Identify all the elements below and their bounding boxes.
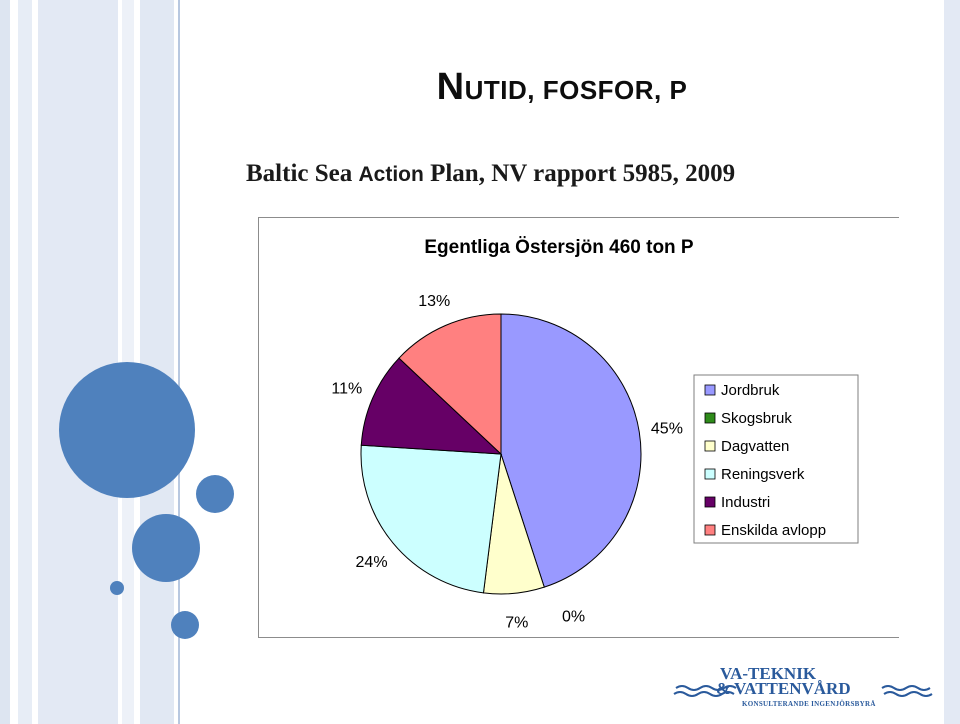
logo-text: & VATTENVÅRD [716, 679, 851, 698]
pie-chart: Egentliga Östersjön 460 ton P 45% 0% 7% 24%… [331, 237, 859, 631]
pie-slice-industri [360, 357, 503, 455]
legend-label: Reningsverk [721, 466, 805, 483]
legend-swatch [704, 384, 716, 396]
subtitle-part: Baltic Sea [246, 160, 359, 187]
logo-text: VA-TEKNIK [720, 664, 817, 683]
chart-legend: Jordbruk Skogsbruk Dagvatten Reningsverk Ind… [693, 374, 859, 544]
pie-value-label: 0% [562, 609, 585, 626]
decor-circle [171, 611, 199, 639]
legend-label: Skogsbruk [721, 410, 792, 427]
slide-title-initial: N [436, 66, 465, 108]
subtitle-part: Action [358, 163, 424, 186]
logo-waves [673, 685, 933, 697]
pie-value-label: 13% [418, 293, 450, 310]
subtitle-part: Plan, NV rapport 5985, 2009 [423, 160, 736, 187]
legend-swatch [704, 496, 716, 508]
decor-stripe [0, 0, 10, 724]
pie-slice-enskilda-avlopp [398, 313, 502, 456]
company-logo: VA-TEKNIK & VATTENVÅRD KONSULTERANDE ING… [672, 664, 938, 714]
legend-label: Dagvatten [721, 438, 789, 455]
legend-label: Industri [721, 494, 770, 511]
decor-stripe [178, 0, 180, 724]
slide-title-rest: UTID, FOSFOR, P [464, 75, 688, 105]
legend-label: Enskilda avlopp [721, 522, 826, 539]
pie-labels: 45% 0% 7% 24% 11% 13% [331, 293, 683, 631]
pie-slice-jordbruk [500, 313, 642, 588]
pie-value-label: 7% [505, 614, 528, 631]
slide-title: NUTID, FOSFOR, P [0, 66, 960, 109]
decor-circles [59, 362, 234, 639]
pie-slices [360, 313, 642, 595]
legend-swatch [704, 524, 716, 536]
slide-subtitle: Baltic Sea Action Plan, NV rapport 5985,… [246, 160, 735, 188]
chart-title: Egentliga Östersjön 460 ton P [424, 237, 694, 258]
decor-stripe [122, 0, 134, 724]
decor-circle [132, 514, 200, 582]
decor-stripe [18, 0, 32, 724]
legend-swatch [704, 468, 716, 480]
decor-stripe [944, 0, 960, 724]
logo-text: KONSULTERANDE INGENJÖRSBYRÅ [742, 700, 876, 708]
decor-circle [196, 475, 234, 513]
pie-value-label: 45% [651, 421, 683, 438]
decor-stripe [140, 0, 174, 724]
decor-circle [110, 581, 124, 595]
chart-frame: Egentliga Östersjön 460 ton P 45% 0% 7% 24%… [258, 217, 899, 638]
pie-value-label: 24% [356, 554, 388, 571]
decor-stripe [38, 0, 118, 724]
pie-slice-reningsverk [360, 444, 502, 594]
pie-value-label: 11% [331, 380, 362, 397]
legend-swatch [704, 412, 716, 424]
legend-label: Jordbruk [721, 382, 780, 399]
legend-box [693, 374, 859, 544]
legend-swatch [704, 440, 716, 452]
decor-circle [59, 362, 195, 498]
